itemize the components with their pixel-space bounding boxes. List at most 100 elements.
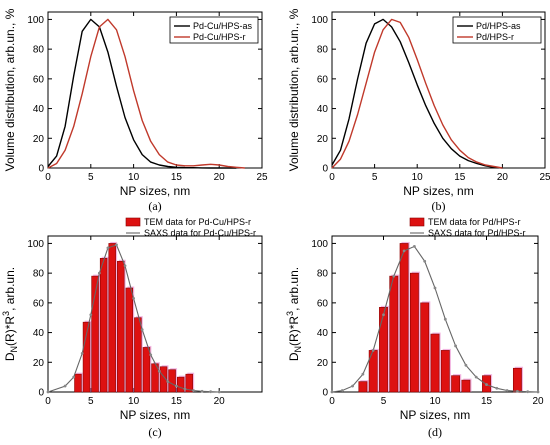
bar <box>159 366 168 393</box>
bar <box>430 333 440 393</box>
bar <box>125 287 134 393</box>
legend-label: Pd-Cu/HPS-as <box>193 21 253 31</box>
y-tick-label: 20 <box>317 134 329 145</box>
y-tick-label: 100 <box>27 239 44 250</box>
saxs-point <box>106 246 110 250</box>
saxs-point <box>495 386 499 390</box>
saxs-point <box>123 264 127 268</box>
bar <box>389 275 399 393</box>
bar <box>108 243 116 393</box>
saxs-point <box>516 389 519 393</box>
saxs-point <box>97 271 101 275</box>
legend-label: Pd/HPS-r <box>476 32 514 42</box>
x-axis-label: NP sizes, nm <box>120 184 190 198</box>
x-tick-label: 0 <box>329 172 335 183</box>
saxs-point <box>505 389 509 392</box>
bar <box>409 272 419 393</box>
bar <box>420 302 430 393</box>
panel-label: (c) <box>148 425 161 439</box>
bar <box>91 275 99 393</box>
saxs-point <box>382 313 385 317</box>
saxs-point <box>526 390 530 394</box>
saxs-point <box>464 363 468 367</box>
saxs-point <box>149 353 153 357</box>
legend-swatch <box>409 217 425 227</box>
y-tick-label: 100 <box>27 15 44 26</box>
y-tick-label: 100 <box>311 15 328 26</box>
x-tick-label: 10 <box>128 172 140 183</box>
series-line-1 <box>331 18 503 169</box>
saxs-point <box>423 259 427 263</box>
legend-label: SAXS data for Pd-Cu/HPS-r <box>144 228 256 238</box>
saxs-point <box>175 384 178 388</box>
y-tick-label: 80 <box>33 45 45 56</box>
legend-box <box>452 16 542 44</box>
x-tick-label: 20 <box>497 172 509 183</box>
bar <box>379 307 388 393</box>
saxs-point <box>340 389 344 392</box>
x-tick-label: 15 <box>171 396 183 407</box>
bar <box>117 260 125 393</box>
saxs-point <box>157 369 161 373</box>
saxs-point <box>63 384 67 388</box>
saxs-point <box>72 375 76 379</box>
y-axis-label: DN(R)*R3, arb.un. <box>1 267 19 361</box>
panel-label: (d) <box>428 425 442 439</box>
plot-frame <box>331 11 546 169</box>
x-tick-label: 10 <box>412 172 424 183</box>
y-tick-label: 40 <box>33 328 45 339</box>
y-tick-label: 0 <box>38 388 44 399</box>
y-axis-label: Volume distribution, arb.un., % <box>3 8 17 171</box>
x-tick-label: 0 <box>45 396 51 407</box>
bar <box>358 381 368 393</box>
saxs-point <box>89 313 93 317</box>
x-tick-label: 0 <box>45 172 51 183</box>
bar <box>185 373 193 393</box>
legend-box <box>169 16 259 44</box>
x-tick-label: 25 <box>256 172 268 183</box>
saxs-curve <box>47 244 220 393</box>
plot-frame <box>47 11 263 169</box>
y-tick-label: 40 <box>317 104 329 115</box>
x-tick-label: 25 <box>539 172 550 183</box>
series-line-0 <box>47 18 237 169</box>
saxs-point <box>209 390 213 394</box>
y-tick-label: 80 <box>317 269 329 280</box>
x-tick-label: 15 <box>454 172 466 183</box>
y-tick-label: 60 <box>317 298 329 309</box>
saxs-point <box>140 328 144 331</box>
x-tick-label: 5 <box>88 396 94 407</box>
x-tick-label: 10 <box>429 396 441 407</box>
chart-panel-0: 0 5 10 15 20 25 0 20 40 60 80 100 NP sizes, nm Volume… <box>3 8 268 213</box>
saxs-point <box>474 375 478 379</box>
saxs-point <box>46 390 50 394</box>
x-axis-label: NP sizes, nm <box>120 408 190 422</box>
y-tick-label: 20 <box>317 358 329 369</box>
legend-label: Pd/HPS-as <box>476 21 521 31</box>
y-tick-label: 20 <box>33 134 45 145</box>
bar <box>399 243 409 393</box>
saxs-point <box>166 380 170 383</box>
saxs-point <box>80 351 84 355</box>
y-tick-label: 0 <box>322 164 328 175</box>
y-tick-label: 0 <box>322 388 328 399</box>
x-tick-label: 10 <box>128 396 140 407</box>
saxs-point <box>402 249 406 253</box>
legend-swatch <box>125 217 141 227</box>
saxs-point <box>443 317 447 321</box>
chart-panel-1: 0 5 10 15 20 25 0 20 40 60 80 100 NP sizes, nm Volume… <box>287 8 550 213</box>
saxs-point <box>183 387 187 391</box>
bar <box>142 347 151 393</box>
legend-label: TEM data for Pd-Cu/HPS-r <box>144 217 251 227</box>
series-line-0 <box>331 18 503 169</box>
y-tick-label: 60 <box>33 298 45 309</box>
y-tick-label: 40 <box>33 104 45 115</box>
y-axis-label: DN(R)*R3, arb.un. <box>285 267 303 361</box>
saxs-point <box>536 390 540 394</box>
x-tick-label: 5 <box>88 172 94 183</box>
saxs-point <box>192 389 195 392</box>
saxs-point <box>371 349 375 352</box>
saxs-point <box>217 390 221 394</box>
y-tick-label: 40 <box>317 328 329 339</box>
